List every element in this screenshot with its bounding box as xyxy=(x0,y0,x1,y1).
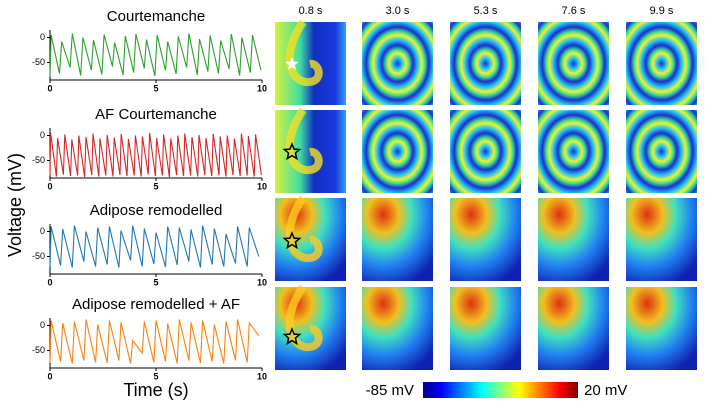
simulation-snapshot xyxy=(362,198,433,281)
simulation-snapshot xyxy=(626,198,697,281)
wavefront xyxy=(285,19,323,87)
voltage-trace xyxy=(49,132,262,178)
wavefront xyxy=(285,107,323,175)
voltage-trace xyxy=(49,225,260,268)
column-label: 7.6 s xyxy=(562,5,586,17)
simulation-snapshot xyxy=(362,22,433,105)
x-axis-label: Time (s) xyxy=(123,380,188,400)
column-label: 5.3 s xyxy=(474,5,498,17)
simulation-snapshot xyxy=(362,110,433,193)
x-tick-label: 10 xyxy=(257,277,267,287)
chart-title: Adipose remodelled xyxy=(90,202,223,219)
simulation-snapshot xyxy=(626,287,697,370)
y-tick-label: 0 xyxy=(40,32,45,42)
chart-title: AF Courtemanche xyxy=(95,106,217,123)
simulation-snapshot xyxy=(626,22,697,105)
x-tick-label: 0 xyxy=(47,83,52,93)
y-tick-label: 0 xyxy=(40,320,45,330)
simulation-snapshot xyxy=(362,287,433,370)
simulation-snapshot xyxy=(450,22,521,105)
stimulus-star xyxy=(282,142,302,161)
column-label: 3.0 s xyxy=(386,5,410,17)
voltage-trace xyxy=(49,319,260,364)
y-tick-label: 0 xyxy=(40,226,45,236)
simulation-snapshot xyxy=(538,198,609,281)
x-tick-label: 5 xyxy=(153,83,158,93)
column-label: 9.9 s xyxy=(650,5,674,17)
simulation-snapshot xyxy=(626,110,697,193)
y-axis-label: Voltage (mV) xyxy=(5,153,25,257)
simulation-snapshot xyxy=(538,110,609,193)
simulation-snapshot xyxy=(538,22,609,105)
simulation-snapshot xyxy=(450,198,521,281)
colorbar xyxy=(423,382,578,398)
x-tick-label: 0 xyxy=(47,181,52,191)
stimulus-star xyxy=(282,327,302,346)
x-tick-label: 0 xyxy=(47,277,52,287)
x-tick-label: 10 xyxy=(257,83,267,93)
x-tick-label: 10 xyxy=(257,181,267,191)
simulation-snapshot xyxy=(450,287,521,370)
simulation-snapshot xyxy=(450,110,521,193)
y-tick-label: 0 xyxy=(40,130,45,140)
y-tick-label: -50 xyxy=(32,155,45,165)
colorbar-max-label: 20 mV xyxy=(584,382,627,399)
x-tick-label: 5 xyxy=(153,181,158,191)
colorbar-min-label: -85 mV xyxy=(366,382,414,399)
chart-title: Courtemanche xyxy=(107,8,205,25)
simulation-snapshot xyxy=(538,287,609,370)
y-tick-label: -50 xyxy=(32,57,45,67)
wavefront xyxy=(285,284,323,352)
chart-title: Adipose remodelled + AF xyxy=(72,296,240,313)
wavefront xyxy=(285,195,323,263)
x-tick-label: 0 xyxy=(47,371,52,381)
column-label: 0.8 s xyxy=(299,5,323,17)
x-tick-label: 5 xyxy=(153,277,158,287)
voltage-trace xyxy=(49,33,262,77)
x-tick-label: 10 xyxy=(257,371,267,381)
x-tick-label: 5 xyxy=(153,371,158,381)
stimulus-star xyxy=(282,231,302,250)
y-tick-label: -50 xyxy=(32,345,45,355)
stimulus-star xyxy=(285,57,299,70)
y-tick-label: -50 xyxy=(32,251,45,261)
